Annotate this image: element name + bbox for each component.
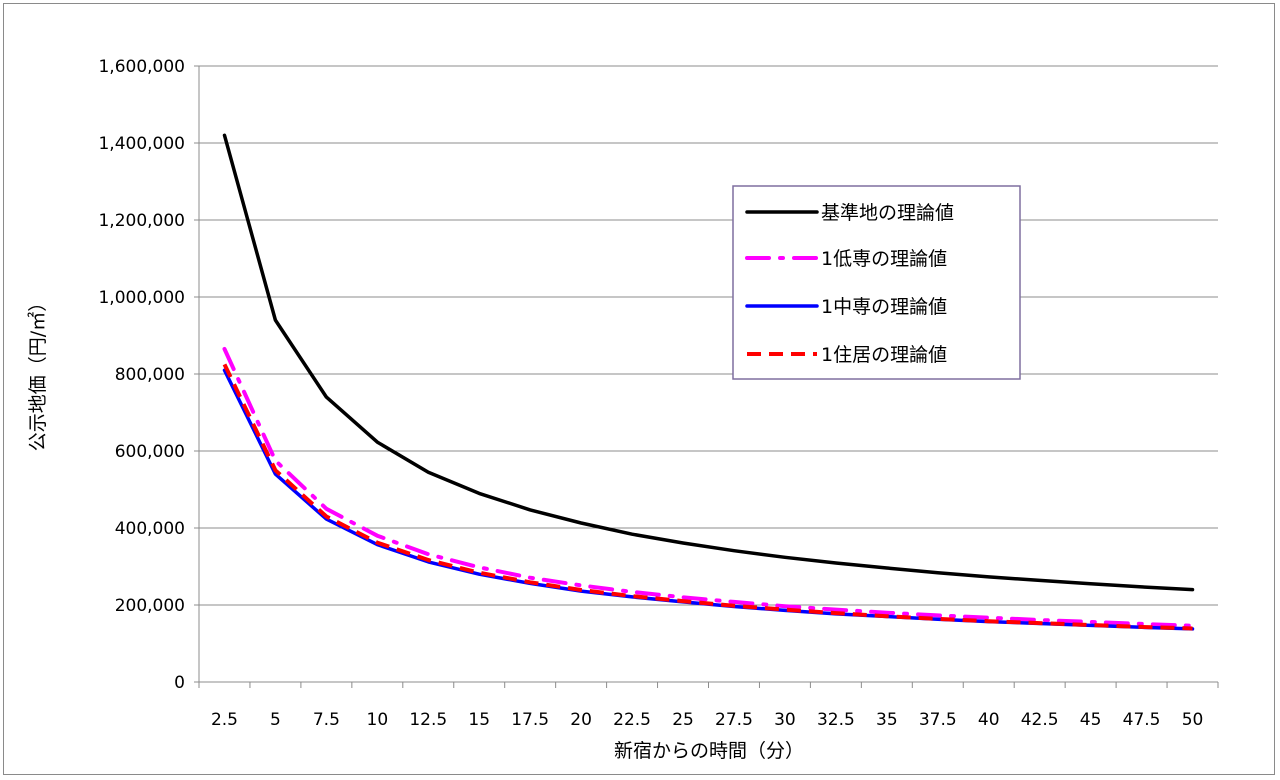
y-tick-label: 0: [174, 673, 185, 693]
y-tick-label: 1,600,000: [98, 57, 185, 77]
y-tick-label: 1,000,000: [98, 288, 185, 308]
y-tick-label: 200,000: [115, 596, 185, 616]
x-tick-label: 27.5: [715, 710, 753, 730]
x-axis-title: 新宿からの時間（分）: [614, 740, 804, 762]
x-tick-label: 22.5: [613, 710, 651, 730]
y-tick-labels: 0 200,000 400,000 600,000 800,000 1,000,000 1,…: [98, 57, 185, 693]
y-axis-title: 公示地価（円/㎡）: [26, 293, 49, 451]
x-tick-label: 7.5: [313, 710, 340, 730]
x-tick-label: 42.5: [1021, 710, 1059, 730]
series-line-0: [222, 133, 1195, 592]
y-tick-label: 600,000: [115, 442, 185, 462]
gridlines: [199, 65, 1218, 606]
chart-frame: [3, 3, 1275, 775]
axes: [194, 65, 1219, 688]
legend-box: [732, 185, 1021, 380]
x-tick-label: 2.5: [211, 710, 238, 730]
legend-label: 1住居の理論値: [821, 344, 947, 366]
x-tick-label: 37.5: [919, 710, 957, 730]
x-tick-label: 40: [978, 710, 1000, 730]
x-tick-label: 50: [1182, 710, 1204, 730]
legend-label: 1中専の理論値: [821, 296, 947, 318]
legend: 基準地の理論値 1低専の理論値 1中専の理論値 1住居の理論値: [732, 185, 1021, 380]
x-tick-label: 20: [570, 710, 592, 730]
series-lines: [222, 133, 1195, 631]
x-tick-labels: 2.5 5 7.5 10 12.5 15 17.5 20 22.5 25 27.5 30 32.5 35 3…: [211, 710, 1203, 730]
series-line-1: [222, 347, 1195, 628]
x-tick-label: 35: [876, 710, 898, 730]
x-tick-label: 32.5: [817, 710, 855, 730]
series-line-3: [222, 363, 1193, 631]
x-tick-label: 5: [270, 710, 281, 730]
x-tick-label: 30: [774, 710, 796, 730]
y-tick-label: 400,000: [115, 519, 185, 539]
x-tick-label: 10: [367, 710, 389, 730]
legend-label: 1低専の理論値: [821, 248, 947, 270]
legend-label: 基準地の理論値: [821, 202, 954, 224]
x-tick-label: 47.5: [1123, 710, 1161, 730]
x-tick-label: 17.5: [511, 710, 549, 730]
y-tick-label: 800,000: [115, 365, 185, 385]
series-line-2: [222, 368, 1195, 631]
x-tick-label: 15: [468, 710, 490, 730]
x-tick-label: 25: [672, 710, 694, 730]
y-tick-label: 1,200,000: [98, 211, 185, 231]
x-tick-label: 12.5: [409, 710, 447, 730]
x-tick-label: 45: [1080, 710, 1102, 730]
y-tick-label: 1,400,000: [98, 134, 185, 154]
